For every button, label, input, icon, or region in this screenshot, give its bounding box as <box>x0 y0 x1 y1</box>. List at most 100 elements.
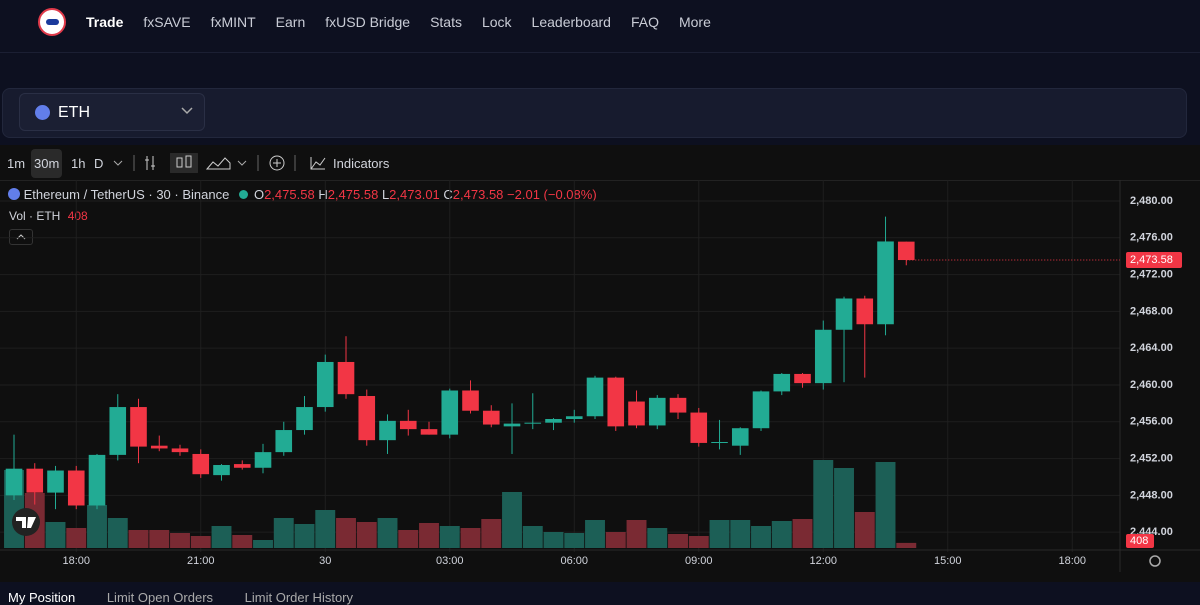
volume-bar <box>107 518 128 548</box>
candle-body <box>130 407 147 447</box>
volume-bar <box>294 524 315 548</box>
chevron <box>181 107 193 115</box>
asset-name: ETH <box>58 104 90 121</box>
volume-title: Vol · ETH <box>9 209 61 223</box>
candle-body <box>711 442 728 444</box>
x-tick-label: 06:00 <box>561 555 589 567</box>
ohlc-value: 2,475.58 <box>264 187 315 202</box>
y-tick-label: 2,480.00 <box>1130 195 1173 207</box>
volume-bar <box>149 530 170 548</box>
y-tick-label: 2,460.00 <box>1130 379 1173 391</box>
candle-body <box>503 423 521 427</box>
chart-container: 1m 30m 1h D Indicators Ethereum / Tether… <box>0 145 1200 582</box>
candle-body <box>337 361 355 395</box>
volume-bar <box>356 522 377 548</box>
candle-body <box>358 396 376 441</box>
volume-bar <box>315 510 336 548</box>
candle-body <box>814 329 832 384</box>
logo[interactable] <box>38 8 66 36</box>
candle-body <box>607 377 625 427</box>
volume-bar <box>522 526 543 548</box>
volume-bar <box>481 519 502 548</box>
volume-bar <box>668 534 688 548</box>
volume-bar <box>564 533 585 548</box>
candle-body <box>150 445 168 449</box>
y-tick-label: 2,468.00 <box>1130 305 1173 317</box>
candle-body <box>109 407 127 455</box>
volume-bar <box>419 523 439 548</box>
nav-items: Trade fxSAVE fxMINT Earn fxUSD Bridge Stats Lo… <box>86 14 731 30</box>
candle-body <box>545 419 562 423</box>
candle-body <box>524 422 542 424</box>
nav-item[interactable]: Leaderboard <box>531 14 611 30</box>
candle-body <box>482 410 500 425</box>
volume-bar <box>502 492 522 548</box>
volume-bar <box>232 535 253 548</box>
x-tick-label: 18:00 <box>62 555 90 567</box>
interval[interactable]: 1h <box>71 156 86 171</box>
indicators-icon <box>310 157 326 170</box>
candle-body <box>67 470 85 506</box>
candle-body <box>233 464 251 468</box>
volume-bar <box>170 533 190 548</box>
candle-body <box>565 416 583 420</box>
nav-item[interactable]: More <box>678 14 711 30</box>
x-tick-label: 09:00 <box>685 555 713 567</box>
candle-body <box>856 298 874 325</box>
interval[interactable]: 1m <box>7 156 26 171</box>
volume-bar <box>87 505 107 548</box>
volume-bar <box>626 520 647 548</box>
ohlc-value: 2,475.58 <box>327 187 379 202</box>
nav-item[interactable]: fxUSD Bridge <box>325 14 411 30</box>
x-tick-label: 18:00 <box>1059 555 1087 567</box>
candle-body <box>648 397 666 426</box>
candle-body <box>897 241 915 261</box>
asset-select[interactable]: ETH <box>19 93 205 131</box>
nav-item[interactable]: Stats <box>430 14 462 30</box>
candle-body <box>399 420 417 430</box>
volume-bar <box>190 536 211 548</box>
ohlc-value: 2,473.58 <box>452 187 504 202</box>
candle-body <box>628 401 645 426</box>
interval[interactable]: 30m <box>31 149 63 178</box>
ohlc-key: H <box>318 187 328 202</box>
candle-body <box>441 390 459 435</box>
volume-bar <box>211 526 232 548</box>
y-tick-label: 2,452.00 <box>1130 452 1173 464</box>
volume-bar <box>771 521 792 548</box>
last-price-tag <box>1126 252 1182 269</box>
indicators-button[interactable]: Indicators <box>333 156 390 171</box>
y-tick-label: 2,464.00 <box>1130 342 1173 354</box>
volume-bar <box>398 530 419 548</box>
volume-label: 408 <box>1130 535 1148 547</box>
candle-body <box>296 407 313 431</box>
nav-item[interactable]: fxSAVE <box>143 14 191 30</box>
y-tick-label: 2,456.00 <box>1130 416 1173 428</box>
nav-item[interactable]: Earn <box>275 14 306 30</box>
y-tick-label: 2,448.00 <box>1130 489 1173 501</box>
candle-body <box>171 448 189 453</box>
nav-item[interactable]: FAQ <box>630 14 659 30</box>
candle-body <box>5 468 23 496</box>
nav-item[interactable]: fxMINT <box>210 14 256 30</box>
candle-body <box>275 430 293 453</box>
interval[interactable]: D <box>94 156 104 171</box>
candle-body <box>420 429 438 435</box>
x-tick-label: 15:00 <box>934 555 962 567</box>
ohlc-value: 2,473.01 <box>389 187 440 202</box>
volume-bar <box>751 526 771 548</box>
nav-item[interactable]: Trade <box>86 14 124 30</box>
volume-value: 408 <box>67 209 88 223</box>
volume-tag <box>1126 534 1154 548</box>
volume-bar <box>253 540 273 548</box>
candle-body <box>26 468 44 493</box>
candle-body <box>690 412 708 443</box>
candle-body <box>192 453 210 475</box>
volume-bar <box>647 528 668 548</box>
volume-bar <box>439 526 460 548</box>
nav-item[interactable]: Lock <box>481 14 512 30</box>
divider <box>0 52 1200 53</box>
volume-bar <box>875 462 896 548</box>
asset-panel: ETH <box>2 88 1187 138</box>
